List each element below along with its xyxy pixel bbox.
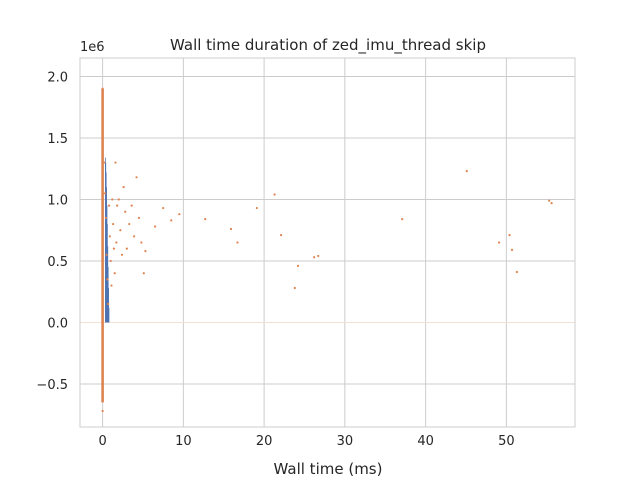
data-point <box>313 256 316 259</box>
y-tick-label: 0.5 <box>47 255 68 270</box>
data-point <box>110 284 113 287</box>
bar <box>108 307 110 323</box>
x-tick-label: 50 <box>498 434 515 449</box>
bar <box>108 288 109 323</box>
grid-lines <box>80 58 575 427</box>
data-point <box>296 264 300 267</box>
data-point <box>112 247 116 250</box>
data-point <box>293 286 296 290</box>
data-point <box>101 409 104 413</box>
x-tick-label: 0 <box>98 434 106 449</box>
y-tick-label: 1.0 <box>47 193 68 208</box>
data-point <box>465 170 468 173</box>
data-point <box>130 204 133 207</box>
data-point <box>113 272 116 275</box>
x-tick-label: 20 <box>256 434 273 449</box>
data-point <box>508 234 511 237</box>
data-point <box>104 216 107 219</box>
data-point <box>510 248 514 251</box>
data-point <box>108 235 111 238</box>
data-point <box>111 198 114 201</box>
x-tick-label: 40 <box>417 434 434 449</box>
data-point <box>142 272 145 275</box>
data-point <box>114 161 117 164</box>
data-point <box>101 173 104 176</box>
x-tick-label: 30 <box>337 434 354 449</box>
data-point <box>120 253 124 256</box>
data-point <box>101 345 104 349</box>
bar <box>107 224 108 323</box>
y-tick-label: −0.5 <box>36 378 68 393</box>
y-tick-label: 2.0 <box>47 70 68 85</box>
data-point <box>255 206 258 210</box>
data-point <box>103 161 106 164</box>
bar <box>105 162 107 323</box>
data-point <box>122 186 125 189</box>
data-point <box>119 229 122 232</box>
data-point <box>515 270 518 274</box>
data-point <box>107 204 111 207</box>
data-point <box>140 241 143 244</box>
data-point <box>153 225 157 228</box>
data-point <box>124 210 127 213</box>
y-tick-labels: −0.5 0.0 0.5 1.0 1.5 2.0 <box>36 70 68 393</box>
data-point <box>497 241 501 244</box>
data-point <box>229 227 233 231</box>
bar <box>105 172 107 323</box>
data-point <box>236 241 239 244</box>
data-point <box>116 204 119 207</box>
data-point <box>137 216 141 219</box>
bar <box>106 205 108 323</box>
plot-frame <box>79 57 576 428</box>
data-point <box>125 247 128 250</box>
data-point <box>101 382 104 386</box>
data-point <box>105 253 108 256</box>
data-point <box>317 254 320 258</box>
data-point <box>117 198 120 201</box>
data-point <box>107 302 110 306</box>
data-point <box>204 218 207 221</box>
y-tick-label: 1.5 <box>47 132 68 147</box>
bar <box>105 157 106 323</box>
data-point <box>109 259 112 263</box>
data-point <box>401 218 404 221</box>
bar <box>107 246 109 323</box>
x-tick-labels: 0 10 20 30 40 50 <box>98 434 514 449</box>
data-point <box>101 87 104 90</box>
data-point <box>279 234 283 237</box>
data-point <box>101 222 104 226</box>
data-point <box>178 213 181 216</box>
data-point <box>115 241 118 244</box>
data-point <box>103 192 107 195</box>
x-tick-label: 10 <box>175 434 192 449</box>
data-point <box>133 235 136 238</box>
data-point <box>273 193 276 196</box>
data-point <box>106 278 109 281</box>
data-point <box>550 202 553 205</box>
data-point <box>101 136 104 140</box>
data-point <box>112 222 115 226</box>
data-point <box>170 219 173 222</box>
data-point <box>101 106 104 109</box>
x-axis-label: Wall time (ms) <box>274 460 383 478</box>
y-tick-label: 0.0 <box>47 316 68 331</box>
data-point <box>162 206 165 210</box>
data-point <box>548 199 551 202</box>
data-point <box>101 272 104 275</box>
point-series <box>101 87 553 413</box>
data-point <box>135 176 138 179</box>
chart-title: Wall time duration of zed_imu_thread ski… <box>170 36 486 55</box>
data-point <box>144 250 147 253</box>
data-point <box>128 222 131 226</box>
y-offset-label: 1e6 <box>80 40 105 55</box>
bar <box>107 267 109 323</box>
data-point <box>101 395 104 398</box>
